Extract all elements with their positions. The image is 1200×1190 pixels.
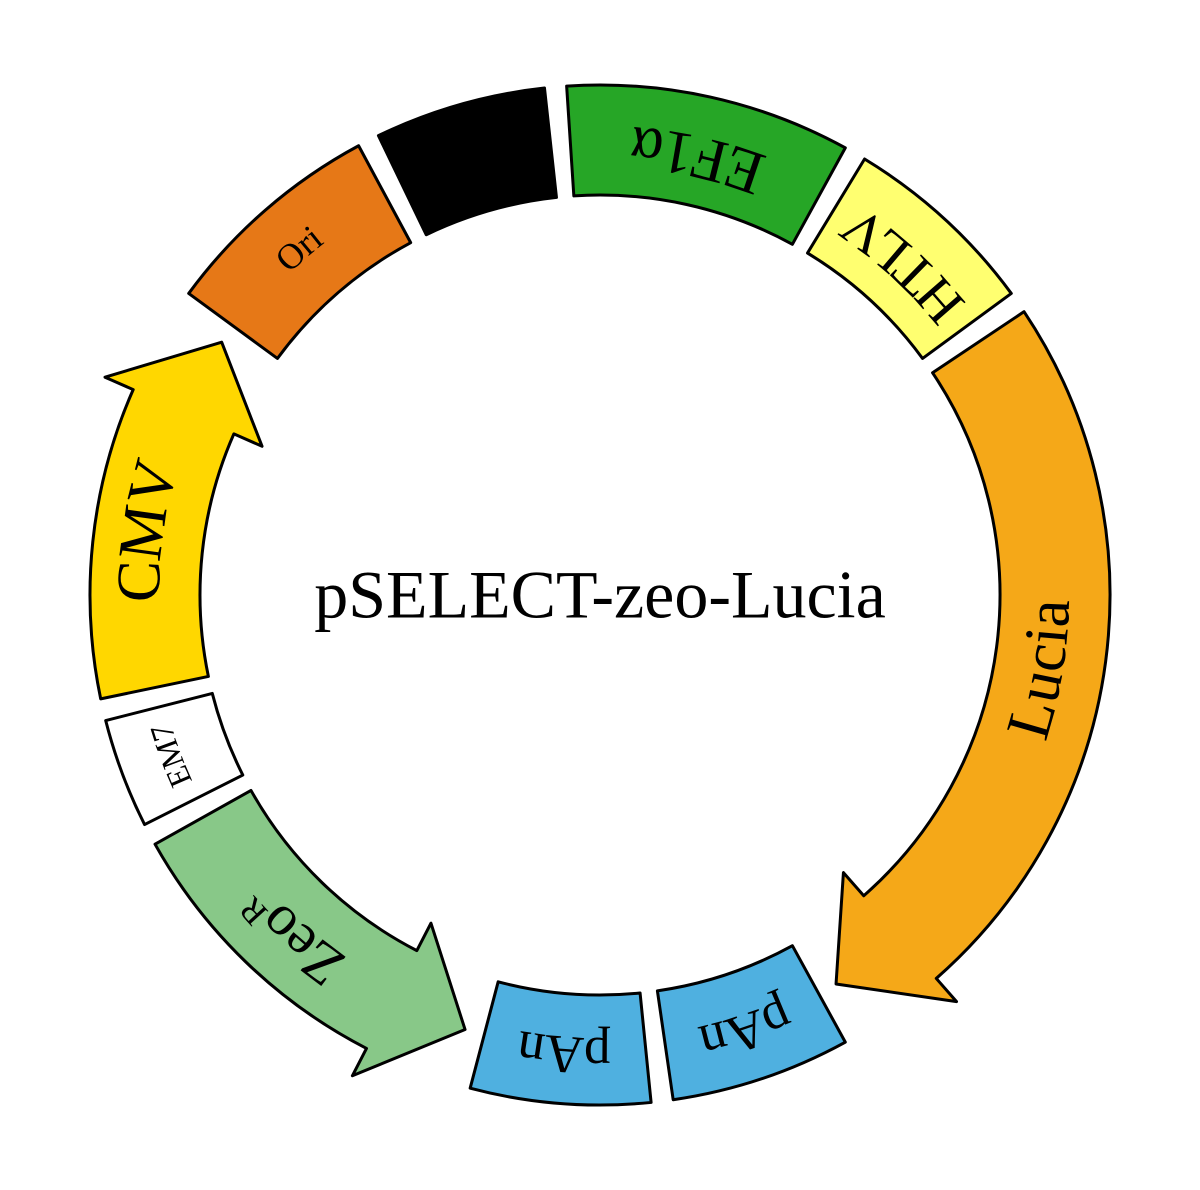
segment-label-pan2: pAn	[513, 1019, 611, 1086]
segment-blank	[378, 88, 556, 235]
plasmid-title: pSELECT-zeo-Lucia	[314, 556, 886, 635]
plasmid-map: EF1αHTLVLuciapAnpAnZeoᴿEM7CMVOri pSELECT…	[0, 0, 1200, 1190]
